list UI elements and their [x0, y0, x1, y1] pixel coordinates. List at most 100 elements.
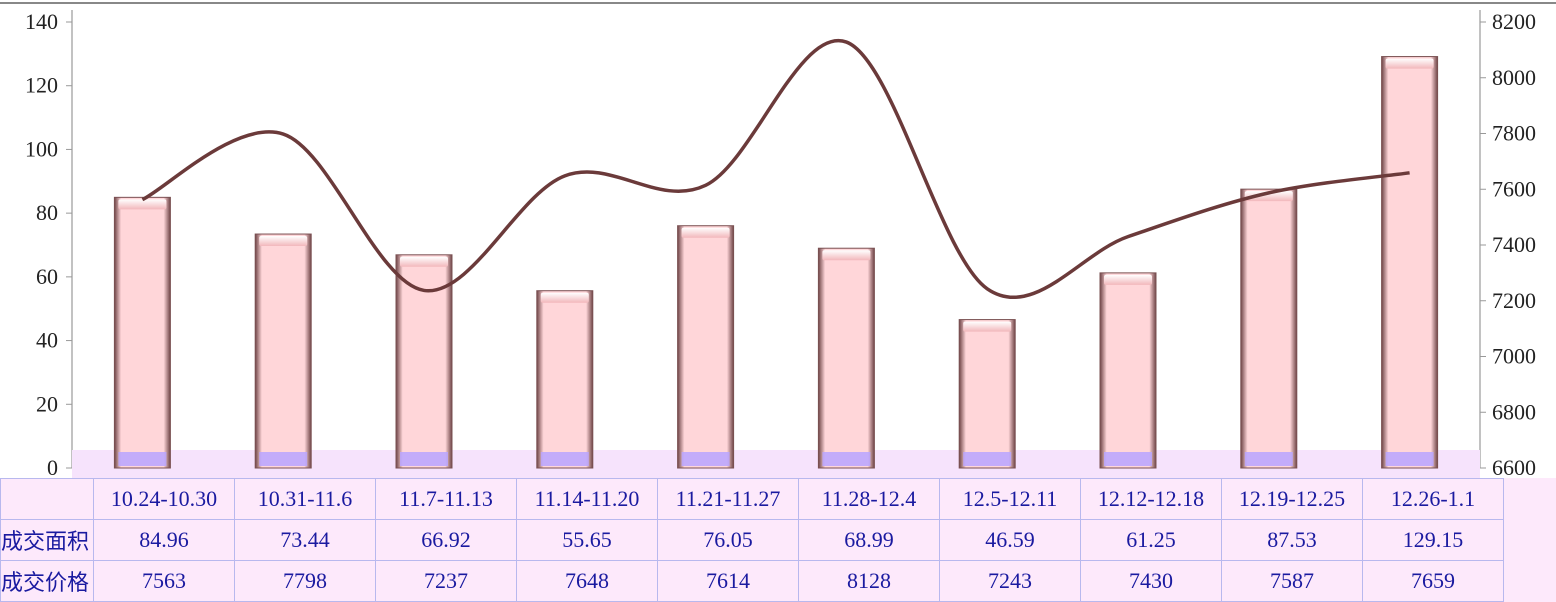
plot-area — [0, 2, 1556, 478]
bar-7 — [958, 319, 1016, 469]
right-tick-label: 7800 — [1492, 121, 1536, 146]
bar-highlight — [259, 236, 308, 247]
bar-base-tint — [259, 452, 308, 466]
row-label-area: 成交面积 — [0, 519, 95, 561]
bar-2 — [254, 233, 312, 469]
bar-body — [958, 319, 1016, 469]
right-axis: 6600 6800 7000 7200 7400 7600 7800 8000 8200 — [1480, 9, 1536, 478]
bar-base-tint — [540, 452, 589, 466]
bar-base-tint — [1244, 452, 1293, 466]
area-value-8: 61.25 — [1080, 519, 1223, 561]
bar-base-tint — [681, 452, 730, 466]
right-tick-label: 6600 — [1492, 455, 1536, 478]
bar-highlight — [540, 292, 589, 303]
area-value-6: 68.99 — [798, 519, 941, 561]
left-tick-label: 20 — [36, 391, 58, 416]
bar-highlight — [118, 199, 167, 210]
bar-6 — [817, 247, 875, 469]
line-series-price — [141, 38, 1410, 299]
right-tick-label: 7200 — [1492, 288, 1536, 313]
data-table: 10.24-10.30 10.31-11.6 11.7-11.13 11.14-11.… — [0, 478, 1556, 602]
price-value-5: 7614 — [657, 560, 800, 602]
bar-highlight — [681, 227, 730, 238]
price-line-path — [141, 38, 1410, 299]
bar-highlight — [1104, 274, 1152, 285]
bar-body — [677, 225, 735, 469]
area-value-4: 55.65 — [516, 519, 659, 561]
category-label-10: 12.26-1.1 — [1362, 478, 1505, 520]
area-row: 成交面积 84.96 73.44 66.92 55.65 76.05 68.99 46.59… — [0, 519, 1505, 561]
bar-highlight — [1385, 58, 1434, 69]
bar-series-area — [113, 56, 1439, 469]
bar-10 — [1381, 56, 1439, 469]
right-tick-label: 8200 — [1492, 9, 1536, 34]
bar-base-tint — [963, 452, 1012, 466]
area-value-1: 84.96 — [93, 519, 236, 561]
bar-body — [1381, 56, 1439, 469]
table-corner — [0, 478, 95, 520]
bar-body — [817, 247, 875, 469]
bar-9 — [1240, 188, 1298, 469]
right-tick-label: 7400 — [1492, 232, 1536, 257]
left-tick-label: 60 — [36, 264, 58, 289]
right-tick-label: 6800 — [1492, 399, 1536, 424]
row-label-price: 成交价格 — [0, 560, 95, 602]
category-label-1: 10.24-10.30 — [93, 478, 236, 520]
price-value-3: 7237 — [375, 560, 518, 602]
area-value-5: 76.05 — [657, 519, 800, 561]
category-label-4: 11.14-11.20 — [516, 478, 659, 520]
bar-body — [113, 196, 171, 469]
bar-base-tint — [118, 452, 167, 466]
bar-5 — [677, 225, 735, 469]
bar-1 — [113, 196, 171, 469]
area-value-2: 73.44 — [234, 519, 377, 561]
bar-highlight — [963, 321, 1012, 332]
category-label-8: 12.12-12.18 — [1080, 478, 1223, 520]
left-axis: 0 20 40 60 80 100 120 140 — [25, 9, 72, 478]
left-tick-label: 40 — [36, 328, 58, 353]
area-value-9: 87.53 — [1221, 519, 1364, 561]
left-tick-label: 0 — [47, 455, 58, 478]
left-tick-label: 100 — [25, 136, 58, 161]
bar-highlight — [822, 250, 871, 261]
bar-body — [1240, 188, 1298, 469]
area-value-10: 129.15 — [1362, 519, 1505, 561]
bar-highlight — [400, 256, 448, 267]
area-value-7: 46.59 — [939, 519, 1082, 561]
bar-8 — [1099, 272, 1157, 469]
area-value-3: 66.92 — [375, 519, 518, 561]
price-value-7: 7243 — [939, 560, 1082, 602]
price-value-1: 7563 — [93, 560, 236, 602]
category-label-9: 12.19-12.25 — [1221, 478, 1364, 520]
price-value-10: 7659 — [1362, 560, 1505, 602]
price-value-2: 7798 — [234, 560, 377, 602]
right-tick-label: 8000 — [1492, 65, 1536, 90]
category-label-7: 12.5-12.11 — [939, 478, 1082, 520]
category-label-6: 11.28-12.4 — [798, 478, 941, 520]
category-label-2: 10.31-11.6 — [234, 478, 377, 520]
price-value-8: 7430 — [1080, 560, 1223, 602]
left-tick-label: 120 — [25, 73, 58, 98]
bar-body — [254, 233, 312, 469]
left-tick-label: 80 — [36, 200, 58, 225]
category-label-5: 11.21-11.27 — [657, 478, 800, 520]
bar-highlight — [1244, 191, 1293, 202]
right-tick-label: 7600 — [1492, 176, 1536, 201]
combo-chart: 0 20 40 60 80 100 120 140 6600 6800 7000 7200 7400 7… — [0, 2, 1556, 478]
right-tick-label: 7000 — [1492, 344, 1536, 369]
price-value-9: 7587 — [1221, 560, 1364, 602]
price-value-4: 7648 — [516, 560, 659, 602]
bar-base-tint — [822, 452, 871, 466]
price-value-6: 8128 — [798, 560, 941, 602]
bar-base-tint — [1104, 452, 1152, 466]
category-label-3: 11.7-11.13 — [375, 478, 518, 520]
bar-base-tint — [400, 452, 448, 466]
category-row: 10.24-10.30 10.31-11.6 11.7-11.13 11.14-11.… — [0, 478, 1505, 520]
bar-body — [1099, 272, 1157, 469]
price-row: 成交价格 7563 7798 7237 7648 7614 8128 7243 7430 758… — [0, 560, 1505, 602]
bar-base-tint — [1385, 452, 1434, 466]
bar-body — [536, 290, 594, 469]
bar-4 — [536, 290, 594, 469]
left-tick-label: 140 — [25, 9, 58, 34]
